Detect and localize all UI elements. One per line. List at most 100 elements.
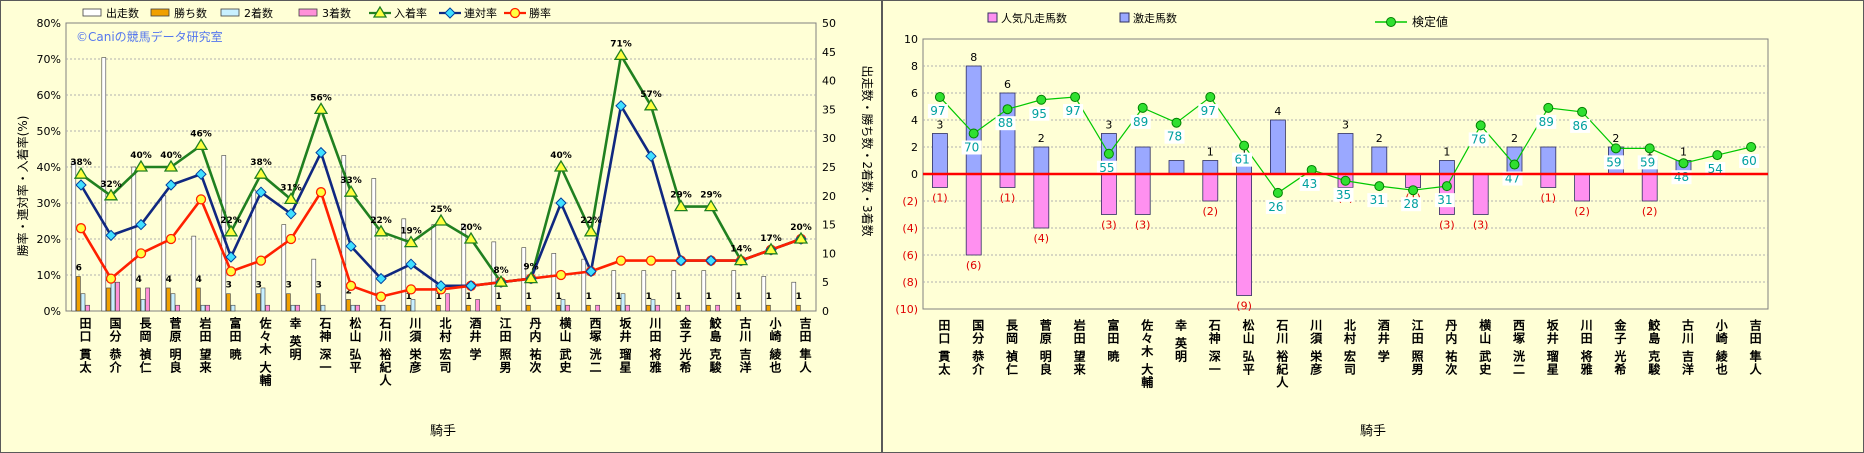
- entry-rate-label: 9%: [523, 263, 538, 273]
- bar-3着数: [685, 304, 690, 312]
- kentei-label: 89: [1539, 115, 1554, 129]
- bar-bonsou: [999, 173, 1016, 188]
- bar-bonsou: [1574, 173, 1590, 202]
- kentei-label: 48: [1674, 170, 1689, 184]
- bar-2着数: [110, 281, 116, 312]
- x-tick-label: 北村 宏司: [438, 316, 452, 375]
- win-count-label: 1: [616, 292, 622, 302]
- bar-出走数: [671, 270, 677, 312]
- win-count-label: 1: [676, 292, 682, 302]
- gekisou-label: 8: [970, 51, 977, 64]
- bar-勝ち数: [136, 287, 141, 312]
- bar-2着数: [80, 293, 86, 312]
- entry-rate-label: 38%: [70, 158, 92, 168]
- bar-勝ち数: [736, 304, 741, 312]
- kentei-label: 28: [1403, 197, 1418, 211]
- bar-2着数: [620, 293, 626, 312]
- bar-出走数: [281, 224, 287, 312]
- left-y-tick-label: 30%: [37, 197, 61, 210]
- marker-kentei: [934, 92, 945, 103]
- left-legend: 出走数 勝ち数 2着数 3着数 入着率 連対率 勝率: [82, 5, 551, 20]
- right-y-tick-label: 15: [822, 219, 836, 232]
- marker-連対率: [465, 280, 477, 292]
- left-y-tick-label: 50%: [37, 125, 61, 138]
- kentei-label-bg: [1570, 118, 1591, 133]
- bar-勝ち数: [496, 304, 501, 312]
- bar-3着数: [655, 304, 660, 312]
- bar-勝ち数: [196, 287, 201, 312]
- y-tick-label: 8: [911, 60, 918, 73]
- kentei-label: 78: [1167, 130, 1182, 144]
- marker-連対率: [105, 229, 117, 242]
- x-tick-label: 横山 武史: [1478, 318, 1492, 377]
- kentei-label-bg: [1198, 104, 1219, 119]
- bar-3着数: [565, 304, 570, 312]
- bar-出走数: [641, 270, 647, 312]
- x-tick-label: 丹内 祐次: [528, 317, 542, 375]
- y-tick-label: (8): [902, 276, 918, 289]
- win-count-label: 1: [796, 292, 802, 302]
- legend-label: 勝ち数: [174, 6, 207, 20]
- bar-bonsou: [1641, 173, 1658, 202]
- bar-3着数: [295, 304, 300, 312]
- x-tick-label: 石神 深一: [318, 317, 332, 375]
- kentei-label-bg: [1063, 104, 1084, 119]
- bonsou-label: (2): [1203, 205, 1219, 218]
- marker-入着率: [463, 231, 479, 244]
- bar-2着数: [650, 299, 656, 312]
- win-count-label: 1: [496, 292, 502, 302]
- bar-2着数: [170, 293, 176, 312]
- marker-kentei: [1509, 159, 1520, 170]
- entry-rate-label: 31%: [280, 183, 302, 193]
- bar-勝ち数: [106, 287, 111, 312]
- marker-入着率: [103, 188, 119, 201]
- marker-kentei: [1340, 175, 1351, 186]
- win-count-label: 1: [736, 292, 742, 302]
- marker-入着率: [373, 224, 389, 237]
- entry-rate-label: 29%: [670, 191, 692, 201]
- bar-gekisou: [1269, 119, 1286, 175]
- kentei-label-bg: [1299, 176, 1320, 191]
- gekisou-label: 2: [1038, 132, 1045, 145]
- marker-連対率: [345, 240, 357, 252]
- marker-勝率: [135, 248, 147, 259]
- bar-出走数: [71, 160, 77, 312]
- bar-bonsou: [1033, 173, 1050, 229]
- kentei-label-bg: [1739, 154, 1760, 168]
- marker-連対率: [285, 208, 297, 220]
- bar-gekisou: [1439, 160, 1455, 175]
- entry-rate-label: 29%: [700, 191, 722, 201]
- win-count-label: 1: [526, 292, 532, 302]
- left-y-tick-label: 20%: [37, 233, 61, 246]
- bar-出走数: [161, 195, 167, 312]
- marker-連対率: [585, 265, 597, 278]
- win-count-label: 3: [316, 281, 322, 291]
- right-y-tick-label: 5: [822, 276, 829, 289]
- marker-勝率: [255, 255, 267, 266]
- marker-勝率: [315, 187, 327, 198]
- bar-bonsou: [1100, 173, 1117, 215]
- bar-勝ち数: [166, 287, 171, 312]
- bar-出走数: [581, 258, 587, 312]
- marker-kentei: [1171, 117, 1182, 128]
- bar-3着数: [595, 304, 600, 312]
- x-tick-label: 田口 貫太: [937, 319, 951, 377]
- entry-rate-label: 19%: [400, 227, 422, 237]
- marker-入着率: [283, 192, 299, 205]
- x-tick-label: 小崎 綾也: [768, 316, 782, 375]
- x-tick-label: 川田 将雅: [1579, 319, 1593, 377]
- kentei-label-bg: [1130, 114, 1151, 129]
- kentei-label: 97: [1065, 104, 1080, 118]
- x-tick-label: 酒井 学: [468, 317, 482, 362]
- bar-3着数: [205, 304, 210, 312]
- x-tick-label: 小崎 綾也: [1714, 318, 1728, 377]
- marker-kentei: [1475, 120, 1486, 131]
- marker-入着率: [313, 102, 329, 115]
- win-count-label: 1: [556, 292, 562, 302]
- kentei-label: 61: [1234, 153, 1249, 167]
- bar-3着数: [715, 304, 720, 312]
- marker-kentei: [1070, 92, 1081, 103]
- y-tick-label: (6): [902, 249, 918, 262]
- marker-入着率: [733, 253, 749, 266]
- marker-連対率: [195, 168, 207, 180]
